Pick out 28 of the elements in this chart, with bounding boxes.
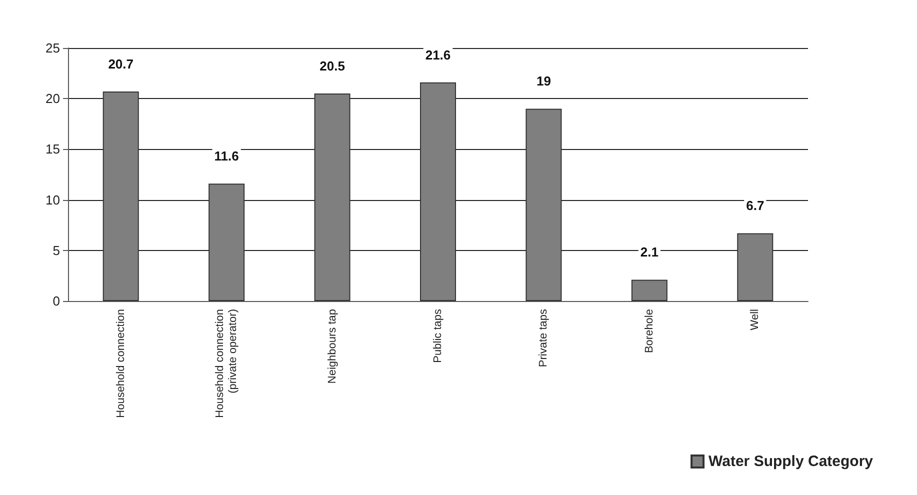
data-label: 2.1 <box>640 244 658 260</box>
bar <box>737 233 774 301</box>
x-tick-label: Public taps <box>432 308 444 363</box>
y-tick-label: 5 <box>52 242 60 258</box>
x-tick-label: Private taps <box>538 308 550 368</box>
data-label: 20.7 <box>108 56 134 72</box>
data-label: 21.6 <box>425 47 451 62</box>
y-tick-label: 15 <box>46 142 60 157</box>
x-tick-label: Neighbours tap <box>326 309 338 384</box>
y-tick-label: 20 <box>46 91 60 106</box>
bar <box>102 92 139 301</box>
x-tick-label: Borehole <box>643 309 656 354</box>
y-tick-label: 0 <box>52 294 60 308</box>
data-label: 20.5 <box>320 58 345 74</box>
bar <box>314 94 350 301</box>
x-tick-label: Household connection <box>114 309 127 418</box>
x-tick-label: Household connection (private operator) <box>214 309 240 418</box>
y-tick-label: 10 <box>46 192 60 208</box>
bar <box>420 82 456 301</box>
legend-label: Water Supply Category <box>708 453 874 470</box>
data-label: 6.7 <box>746 198 764 214</box>
x-tick-label: Well <box>749 309 762 330</box>
bar <box>208 184 245 301</box>
bar <box>526 108 562 301</box>
data-label: 11.6 <box>214 148 239 164</box>
y-tick-label: 25 <box>46 40 60 56</box>
bar <box>631 280 668 301</box>
data-label: 19 <box>536 74 551 89</box>
